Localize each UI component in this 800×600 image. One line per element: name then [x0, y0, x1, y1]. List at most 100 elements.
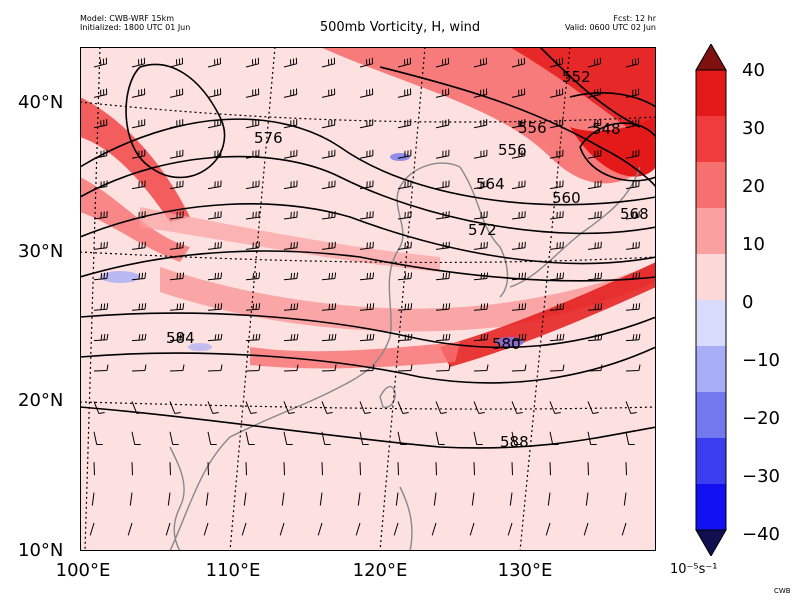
colorbar-extend-min: [695, 529, 727, 556]
wind-barb: [321, 57, 336, 68]
wind-barb: [207, 57, 222, 68]
contour-label: 568: [620, 205, 649, 223]
wind-barb: [587, 241, 602, 250]
wind-barb: [625, 272, 641, 281]
wind-barb: [207, 401, 219, 414]
wind-barb: [93, 180, 108, 190]
wind-barb: [359, 149, 374, 159]
lat-label: 10°N: [18, 540, 64, 561]
wind-barb: [587, 462, 589, 476]
wind-barb: [473, 88, 488, 98]
wind-barb: [625, 57, 640, 68]
wind-barb: [549, 180, 564, 190]
wind-barb: [207, 364, 223, 372]
wind-barb: [359, 431, 369, 445]
wind-barb: [283, 364, 299, 372]
wind-barb: [473, 364, 489, 372]
wind-barb: [245, 211, 260, 220]
coastline-indochina: [169, 446, 185, 551]
wind-barb: [547, 492, 551, 506]
colorbar-block: [696, 438, 726, 485]
wind-barb: [321, 303, 337, 311]
wind-barb: [243, 492, 247, 506]
colorbar-tick-label: −10: [742, 350, 780, 371]
wind-barb: [435, 431, 445, 445]
wind-barb: [207, 211, 222, 220]
wind-barb: [205, 492, 209, 506]
contour-label: 580: [492, 335, 521, 353]
wind-barb: [549, 364, 565, 372]
negative-vorticity-patch: [188, 343, 212, 351]
wind-barb: [545, 522, 551, 536]
wind-barb: [473, 119, 488, 129]
wind-barb: [283, 401, 295, 414]
wind-barb: [549, 119, 564, 129]
wind-barb: [283, 303, 299, 311]
wind-barb: [169, 333, 185, 342]
colorbar-block: [696, 346, 726, 393]
wind-barb: [245, 303, 261, 311]
wind-barb: [355, 522, 361, 536]
contour-label: 572: [468, 221, 497, 239]
wind-barb: [511, 431, 521, 445]
colorbar-block: [696, 392, 726, 439]
wind-barb: [435, 462, 437, 476]
coastlines: [169, 162, 641, 551]
wind-barb: [549, 241, 564, 250]
wind-barb: [359, 364, 375, 372]
wind-barb: [93, 57, 108, 68]
wind-barb: [245, 333, 261, 342]
wind-barb: [93, 401, 105, 414]
contour-labels: 552 548 556 556 564 560 568 576 572 584 …: [166, 68, 649, 451]
wind-barb: [511, 401, 523, 414]
wind-barb: [207, 272, 223, 281]
wind-barb: [93, 431, 103, 445]
wind-barb: [129, 492, 133, 506]
wind-barb: [169, 241, 184, 250]
wind-barb: [359, 119, 374, 129]
wind-barb: [321, 401, 333, 414]
negative-vorticity-patch: [496, 337, 524, 347]
wind-barb: [473, 211, 488, 220]
wind-barb: [169, 88, 184, 98]
wind-barb: [625, 401, 637, 414]
wind-barb: [131, 180, 146, 190]
wind-barb: [435, 241, 450, 250]
wind-barb: [93, 462, 95, 476]
wind-barb: [587, 364, 603, 372]
wind-barb: [207, 333, 223, 342]
wind-barb: [549, 272, 565, 281]
wind-barb: [621, 522, 627, 536]
lat-label: 20°N: [18, 390, 64, 411]
wind-barb: [283, 241, 298, 250]
wind-barb: [359, 211, 374, 220]
wind-barb: [319, 492, 323, 506]
colorbar-block: [696, 484, 726, 531]
wind-barb: [435, 303, 451, 311]
wind-barb: [395, 492, 399, 506]
colorbar-block: [696, 70, 726, 117]
wind-barb: [93, 149, 108, 159]
initialized-label: Initialized: 1800 UTC 01 Jun: [80, 23, 191, 32]
wind-barb: [169, 364, 185, 372]
wind-barb: [131, 119, 146, 129]
wind-barb: [511, 57, 526, 68]
wind-barb: [623, 492, 627, 506]
colorbar-frame: [695, 69, 727, 531]
wind-barb: [511, 149, 526, 159]
wind-barb: [283, 211, 298, 220]
colorbar-tick-label: 40: [742, 60, 765, 81]
wind-barb: [207, 88, 222, 98]
lon-label: 110°E: [205, 560, 261, 581]
colorbar-extend-max: [695, 44, 727, 71]
wind-barb: [435, 149, 450, 159]
wind-barb: [359, 88, 374, 98]
wind-barb: [549, 149, 564, 159]
colorbar-block: [696, 300, 726, 347]
wind-barb: [393, 522, 399, 536]
lon-label: 100°E: [55, 560, 111, 581]
wind-barb: [169, 57, 184, 68]
wind-barb: [511, 211, 526, 220]
wind-barb: [435, 180, 450, 190]
wind-barb: [283, 180, 298, 190]
